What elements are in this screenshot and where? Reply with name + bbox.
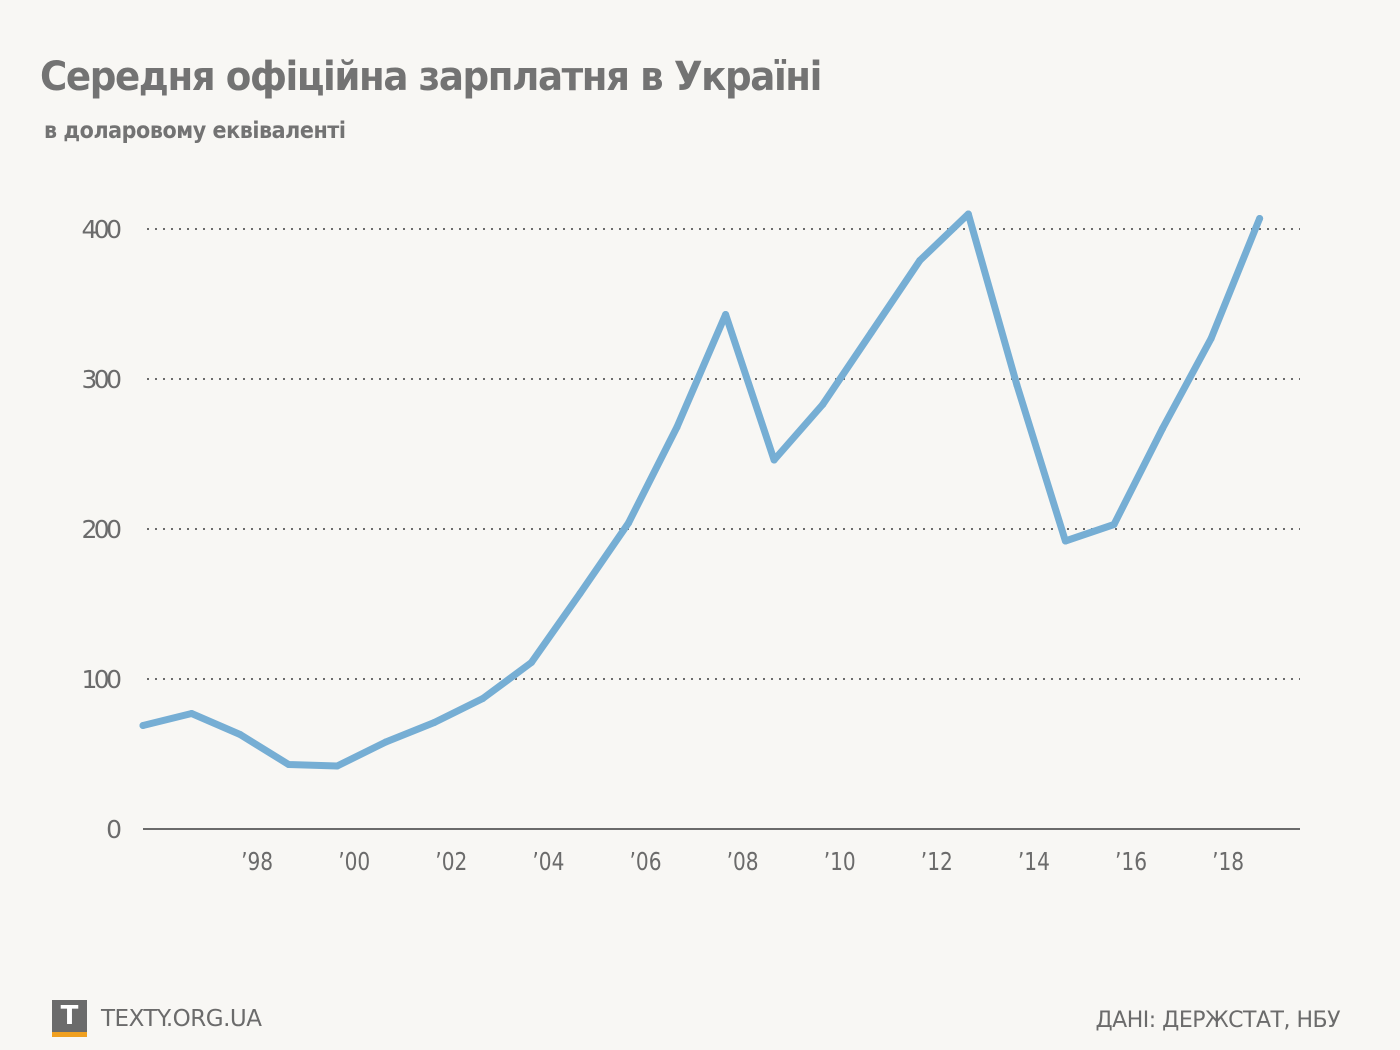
y-tick-label: 100: [82, 665, 123, 694]
site-name: TEXTY.ORG.UA: [101, 1006, 262, 1032]
data-point-2006: [625, 519, 632, 527]
data-point-2017: [1159, 425, 1167, 432]
data-point-2010: [819, 401, 827, 408]
x-tick-label: ’02: [435, 847, 467, 876]
data-point-2018: [1207, 335, 1215, 342]
data-point-2002: [430, 719, 438, 726]
data-point-2005: [576, 590, 584, 597]
x-axis-ticks: ’98 ’00 ’02 ’04 ’06 ’08 ’10 ’12 ’14 ’16 ’18: [241, 847, 1244, 876]
data-point-1996: [139, 722, 147, 729]
x-tick-label: ’18: [1212, 847, 1244, 876]
data-point-2013: [964, 210, 972, 218]
chart-subtitle: в доларовому еквіваленті: [44, 118, 346, 144]
texty-logo: T: [52, 1000, 87, 1038]
x-tick-label: ’10: [824, 847, 856, 876]
y-tick-label: 400: [82, 215, 123, 244]
series-line-salary: [139, 210, 1264, 770]
data-point-1998: [236, 731, 244, 738]
data-point-2015: [1061, 537, 1069, 545]
data-point-2009: [770, 456, 778, 464]
data-point-2001: [382, 738, 390, 746]
y-tick-label: 0: [106, 815, 122, 844]
data-points: [139, 210, 1264, 770]
y-tick-label: 300: [82, 365, 123, 394]
data-point-1997: [188, 710, 196, 717]
x-tick-label: ’14: [1018, 847, 1050, 876]
y-tick-label: 200: [82, 515, 123, 544]
x-tick-label: ’08: [727, 847, 759, 876]
x-tick-label: ’16: [1115, 847, 1147, 876]
data-point-2007: [673, 423, 681, 431]
logo-letter: T: [52, 1000, 87, 1032]
data-point-2019: [1256, 215, 1264, 222]
grid-lines: [147, 228, 1300, 680]
data-point-2014: [1013, 381, 1021, 389]
data-point-2004: [527, 659, 535, 666]
x-tick-label: ’04: [532, 847, 564, 876]
data-source: ДАНІ: ДЕРЖСТАТ, НБУ: [1095, 1008, 1340, 1033]
data-point-2000: [333, 762, 341, 770]
x-tick-label: ’06: [630, 847, 662, 876]
data-point-2012: [916, 257, 924, 264]
data-point-2011: [867, 329, 875, 336]
data-point-2008: [722, 311, 730, 318]
x-tick-label: ’12: [921, 847, 953, 876]
line-chart: 0 100 200 300 400 ’98 ’00 ’02 ’04 ’06 ’08 ’10 ’12 ’1…: [82, 210, 1300, 876]
x-tick-label: ’00: [338, 847, 370, 876]
y-axis-ticks: 0 100 200 300 400: [82, 215, 123, 844]
logo-accent-bar: [52, 1032, 87, 1037]
chart-title: Середня офіційна зарплатня в Україні: [40, 54, 822, 100]
data-point-1999: [285, 761, 293, 768]
x-tick-label: ’98: [241, 847, 273, 876]
data-point-2003: [479, 695, 487, 702]
data-point-2016: [1110, 521, 1118, 528]
